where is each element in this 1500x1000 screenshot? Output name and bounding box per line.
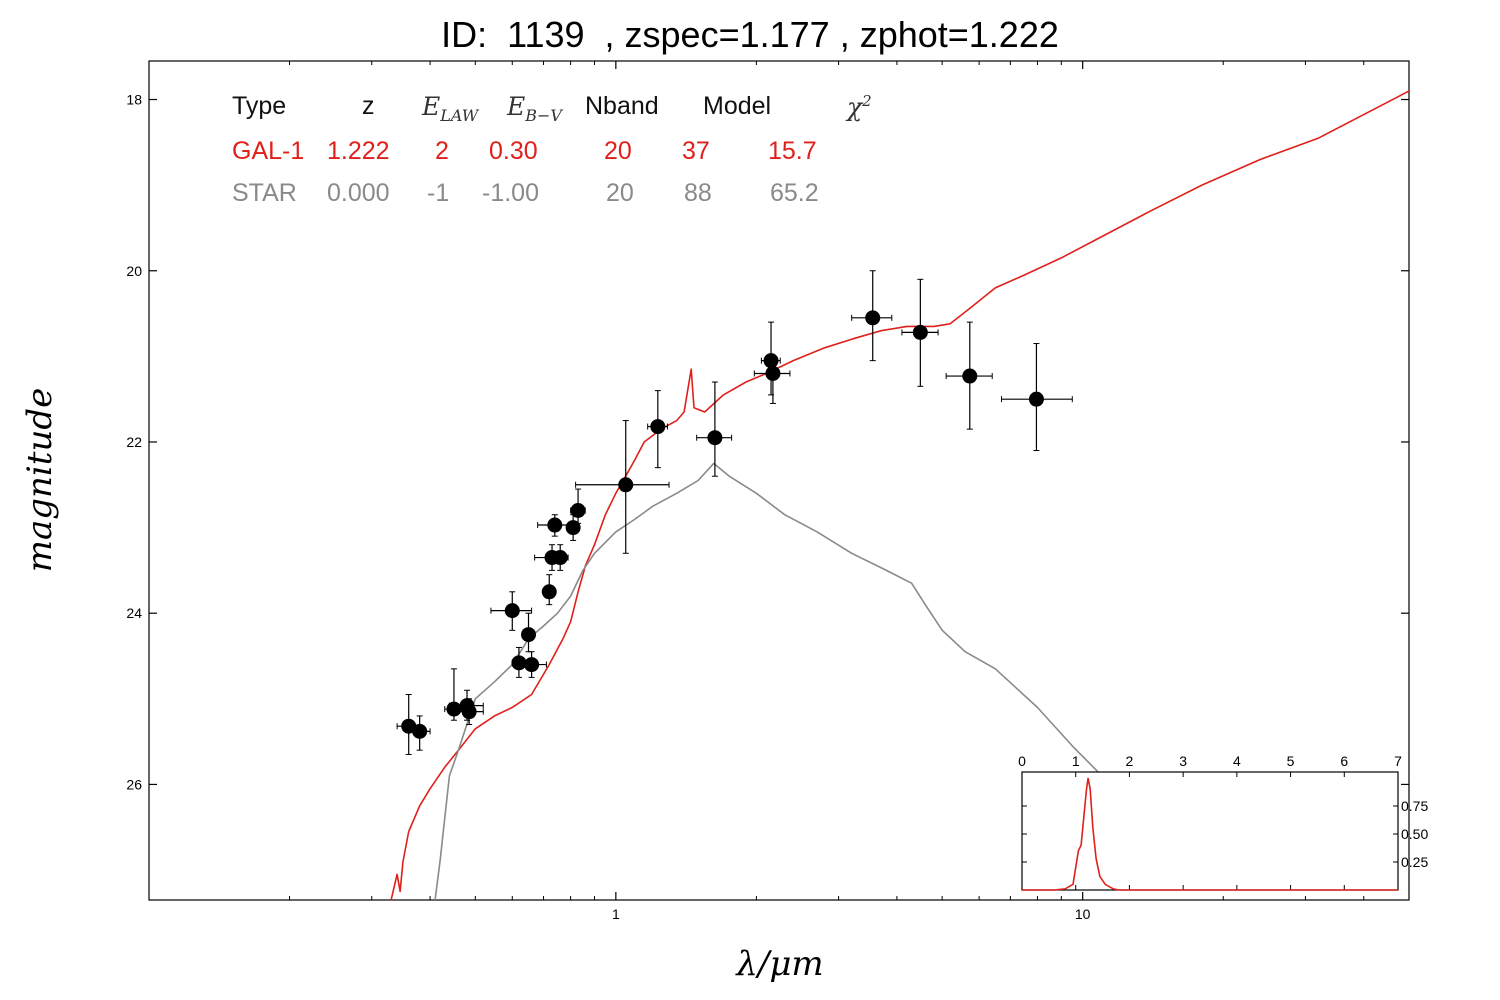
gal-model: 37 bbox=[682, 137, 710, 165]
inset-x-tick-label: 0 bbox=[1018, 753, 1026, 769]
star-chi2: 65.2 bbox=[770, 179, 819, 207]
x-axis-label: λ/μm bbox=[736, 944, 824, 984]
star-z: 0.000 bbox=[327, 179, 390, 207]
data-point bbox=[912, 324, 928, 340]
y-tick-label: 18 bbox=[126, 92, 142, 108]
gal-ebv: 0.30 bbox=[489, 137, 538, 165]
inset-axis-ticks: 0 1 2 3 4 5 6 7 0.25 0.50 0.75 bbox=[1018, 753, 1428, 890]
data-point bbox=[650, 419, 666, 435]
star-ebv: -1.00 bbox=[482, 179, 539, 207]
gal-z: 1.222 bbox=[327, 137, 390, 165]
x-tick-label: 1 bbox=[612, 906, 620, 922]
header-z: z bbox=[362, 92, 375, 120]
gal-type: GAL-1 bbox=[232, 137, 305, 165]
x-tick-label: 10 bbox=[1075, 906, 1091, 922]
header-chi2-letter: χ bbox=[847, 92, 863, 122]
data-point bbox=[565, 520, 581, 536]
header-type: Type bbox=[232, 92, 287, 120]
y-tick-label: 26 bbox=[126, 776, 142, 792]
header-ebv-sub: B−V bbox=[525, 106, 562, 125]
data-point bbox=[504, 603, 520, 619]
data-point bbox=[962, 368, 978, 384]
inset-y-tick-label: 0.25 bbox=[1401, 854, 1428, 870]
inset-y-tick-label: 0.75 bbox=[1401, 798, 1428, 814]
data-point bbox=[1028, 391, 1044, 407]
data-point bbox=[511, 655, 527, 671]
y-tick-label: 24 bbox=[126, 605, 142, 621]
data-point bbox=[461, 704, 477, 720]
gal-elaw: 2 bbox=[435, 137, 449, 165]
header-chi2-sup: 2 bbox=[862, 92, 872, 110]
data-point bbox=[865, 310, 881, 326]
y-axis-label: magnitude bbox=[20, 387, 60, 573]
header-ebv-letter: E bbox=[507, 92, 526, 121]
data-point bbox=[524, 657, 540, 673]
star-elaw: -1 bbox=[427, 179, 450, 207]
inset-x-tick-label: 2 bbox=[1126, 753, 1134, 769]
gal-nband: 20 bbox=[604, 137, 632, 165]
plot-frame bbox=[148, 60, 1410, 901]
data-point bbox=[547, 517, 563, 533]
chart-title: ID: 1139 , zspec=1.177 , zphot=1.222 bbox=[441, 14, 1059, 55]
header-elaw: ELAW bbox=[422, 92, 478, 125]
y-tick-label: 22 bbox=[126, 434, 142, 450]
data-point bbox=[765, 365, 781, 381]
star-type: STAR bbox=[232, 179, 297, 207]
data-point bbox=[552, 550, 568, 566]
inset-x-tick-label: 5 bbox=[1287, 753, 1295, 769]
inset-pdf-line bbox=[1022, 777, 1398, 891]
gal-chi2: 15.7 bbox=[768, 137, 817, 165]
data-point bbox=[521, 627, 537, 643]
inset-pdf-series bbox=[1022, 777, 1398, 891]
inset-y-tick-label: 0.50 bbox=[1401, 826, 1428, 842]
star-nband: 20 bbox=[606, 179, 634, 207]
header-chi2: χ2 bbox=[847, 92, 872, 121]
header-nband: Nband bbox=[585, 92, 659, 120]
header-ebv: EB−V bbox=[507, 92, 562, 125]
inset-x-tick-label: 1 bbox=[1072, 753, 1080, 769]
data-point bbox=[570, 502, 586, 518]
y-tick-label: 20 bbox=[126, 263, 142, 279]
inset-frame bbox=[1021, 771, 1399, 891]
inset-x-tick-label: 6 bbox=[1340, 753, 1348, 769]
header-model: Model bbox=[703, 92, 772, 120]
inset-x-tick-label: 4 bbox=[1233, 753, 1241, 769]
data-point bbox=[618, 477, 634, 493]
data-point bbox=[707, 430, 723, 446]
data-point bbox=[541, 584, 557, 600]
header-elaw-letter: E bbox=[422, 92, 441, 121]
data-point bbox=[412, 723, 428, 739]
inset-x-tick-label: 7 bbox=[1394, 753, 1402, 769]
star-model: 88 bbox=[684, 179, 712, 207]
header-elaw-sub: LAW bbox=[440, 106, 479, 125]
spectrum-star bbox=[434, 462, 1103, 900]
photometry-points bbox=[396, 270, 1073, 755]
inset-x-tick-label: 3 bbox=[1179, 753, 1187, 769]
